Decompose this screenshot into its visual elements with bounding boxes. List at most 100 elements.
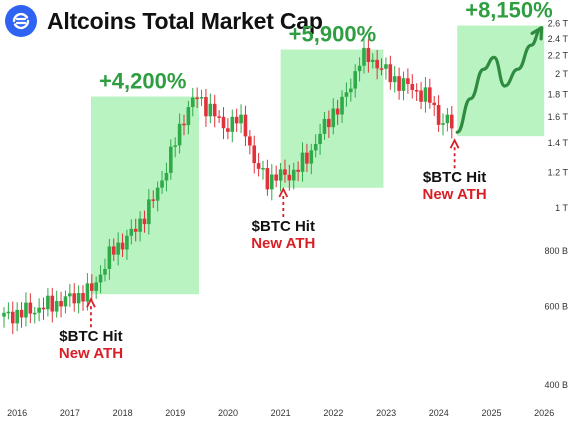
candle-body — [138, 218, 142, 232]
candle-body — [366, 47, 371, 62]
candle-body — [322, 118, 327, 134]
candle-body — [217, 116, 221, 118]
candle-body — [103, 268, 107, 275]
candle-body — [190, 97, 195, 108]
candle-body — [72, 293, 77, 304]
annotation-btc-hit: $BTC Hit — [59, 328, 122, 345]
candle-body — [68, 293, 72, 297]
annotation-new-ath: New ATH — [59, 345, 123, 362]
candle-body — [344, 92, 349, 97]
candle-body — [428, 87, 432, 103]
candle-body — [388, 64, 393, 83]
candle-body — [10, 311, 15, 324]
candle-body — [177, 123, 182, 146]
candle-body — [449, 114, 454, 129]
y-tick-label: 600 B — [544, 302, 568, 312]
highlight-zone-1 — [90, 96, 199, 295]
projection-arrowhead — [530, 26, 544, 41]
annotation-btc-hit: $BTC Hit — [252, 218, 315, 235]
candle-body — [248, 136, 252, 146]
candle-body — [291, 169, 296, 181]
candle-body — [94, 282, 98, 291]
candle-body — [63, 296, 68, 307]
gain-label-1: +4,200% — [99, 69, 186, 94]
candle-body — [335, 108, 340, 115]
candle-body — [401, 78, 406, 91]
candle-body — [309, 150, 314, 164]
chart-title: Altcoins Total Market Cap — [47, 7, 323, 34]
candle-body — [318, 133, 322, 144]
candle-body — [120, 242, 125, 250]
candle-body — [116, 242, 120, 255]
candle-body — [81, 293, 85, 302]
candle-body — [392, 76, 397, 83]
candle-body — [160, 180, 164, 188]
x-tick-label: 2018 — [113, 408, 133, 418]
candle-body — [147, 199, 151, 225]
y-tick-label: 1.4 T — [548, 138, 569, 148]
candle-body — [397, 76, 401, 91]
candle-body — [98, 274, 103, 283]
gain-label-2: +5,900% — [289, 22, 376, 47]
candle-body — [362, 47, 366, 66]
y-tick-label: 1.8 T — [548, 89, 569, 99]
candle-body — [349, 88, 353, 93]
y-tick-label: 2.4 T — [548, 34, 569, 44]
candle-body — [50, 295, 55, 312]
candle-body — [59, 300, 63, 307]
candle-body — [208, 103, 213, 117]
candle-body — [2, 312, 6, 317]
candle-body — [133, 228, 138, 232]
x-tick-label: 2026 — [534, 408, 554, 418]
candle-body — [111, 246, 116, 255]
candle-body — [142, 218, 147, 225]
candle-body — [261, 168, 265, 170]
candle-body — [32, 312, 37, 315]
x-tick-label: 2017 — [60, 408, 80, 418]
y-tick-label: 400 B — [544, 380, 568, 390]
candle-body — [423, 87, 428, 102]
candle-body — [221, 116, 226, 129]
candle-body — [129, 228, 134, 236]
candle-body — [195, 97, 199, 100]
y-tick-label: 1.2 T — [548, 168, 569, 178]
candle-body — [151, 199, 156, 201]
candle-body — [340, 96, 344, 115]
candle-body — [107, 246, 112, 269]
candle-body — [76, 293, 81, 304]
candle-body — [234, 116, 239, 124]
candle-body — [441, 123, 445, 125]
candle-body — [353, 71, 358, 89]
candle-body — [173, 145, 178, 147]
candle-body — [90, 283, 94, 291]
title-row: Altcoins Total Market Cap — [5, 3, 323, 39]
x-tick-label: 2022 — [323, 408, 343, 418]
candle-body — [313, 143, 318, 151]
candle-body — [243, 114, 248, 137]
candle-body — [410, 84, 415, 91]
annotation-arrow-icon — [278, 186, 289, 198]
candle-body — [37, 307, 41, 313]
candle-body — [278, 169, 283, 181]
annotation-arrow-icon — [449, 138, 460, 149]
candle-body — [436, 105, 441, 125]
candle-body — [283, 169, 287, 175]
candle-body — [155, 187, 160, 201]
candle-body — [379, 68, 384, 70]
candle-body — [384, 64, 388, 69]
candle-body — [15, 309, 19, 324]
x-tick-label: 2025 — [481, 408, 501, 418]
candle-body — [182, 123, 186, 126]
y-tick-label: 800 B — [544, 246, 568, 256]
x-tick-label: 2021 — [271, 408, 291, 418]
candle-body — [287, 174, 292, 181]
candle-body — [327, 118, 331, 128]
candle-body — [226, 128, 230, 132]
candle-body — [445, 114, 450, 124]
gain-label-3: +8,150% — [465, 0, 552, 23]
candle-body — [186, 107, 191, 126]
candle-body — [274, 174, 278, 181]
annotation-new-ath: New ATH — [423, 186, 487, 203]
